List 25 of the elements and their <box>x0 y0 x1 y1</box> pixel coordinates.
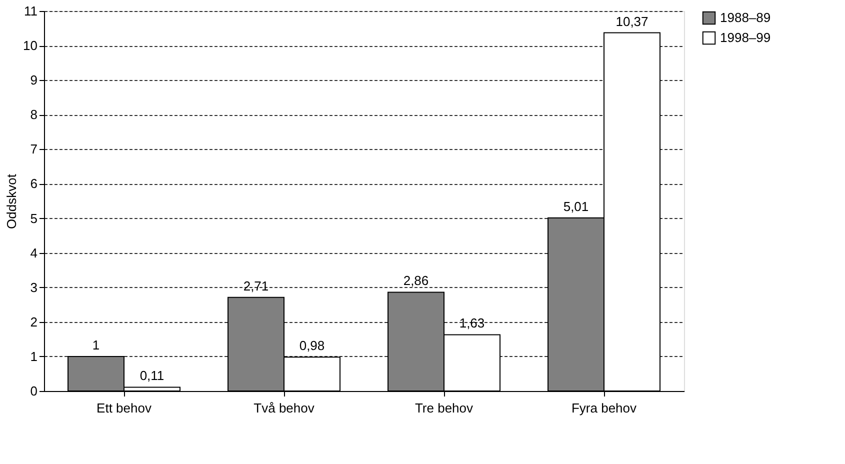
legend-label: 1998–99 <box>720 30 771 45</box>
y-tick-label: 10 <box>23 38 38 54</box>
y-tick-label: 8 <box>30 107 38 122</box>
x-tick-label: Ett behov <box>96 400 152 416</box>
y-tick-label: 0 <box>30 384 38 398</box>
y-tick-label: 2 <box>30 314 38 330</box>
y-tick-label: 5 <box>30 210 38 226</box>
data-label: 0,11 <box>140 368 164 384</box>
y-axis-title: Oddskvot <box>4 174 20 229</box>
data-label: 0,98 <box>299 338 325 354</box>
x-tick-label: Tre behov <box>414 400 474 416</box>
y-tick-label: 11 <box>24 4 38 18</box>
x-tick-label: Två behov <box>254 400 315 416</box>
y-tick-label: 1 <box>30 348 38 364</box>
data-label: 10,37 <box>616 14 648 29</box>
y-tick-label: 4 <box>30 245 38 260</box>
y-tick-label: 3 <box>30 280 38 295</box>
data-label: 2,86 <box>403 273 429 288</box>
y-tick-label: 9 <box>30 72 38 88</box>
data-label: 1 <box>92 337 100 352</box>
y-tick-label: 7 <box>30 142 38 157</box>
data-label: 5,01 <box>563 198 589 214</box>
x-tick-label: Fyra behov <box>571 400 638 416</box>
legend-label: 1988–89 <box>720 10 771 25</box>
y-tick-label: 6 <box>30 176 38 192</box>
